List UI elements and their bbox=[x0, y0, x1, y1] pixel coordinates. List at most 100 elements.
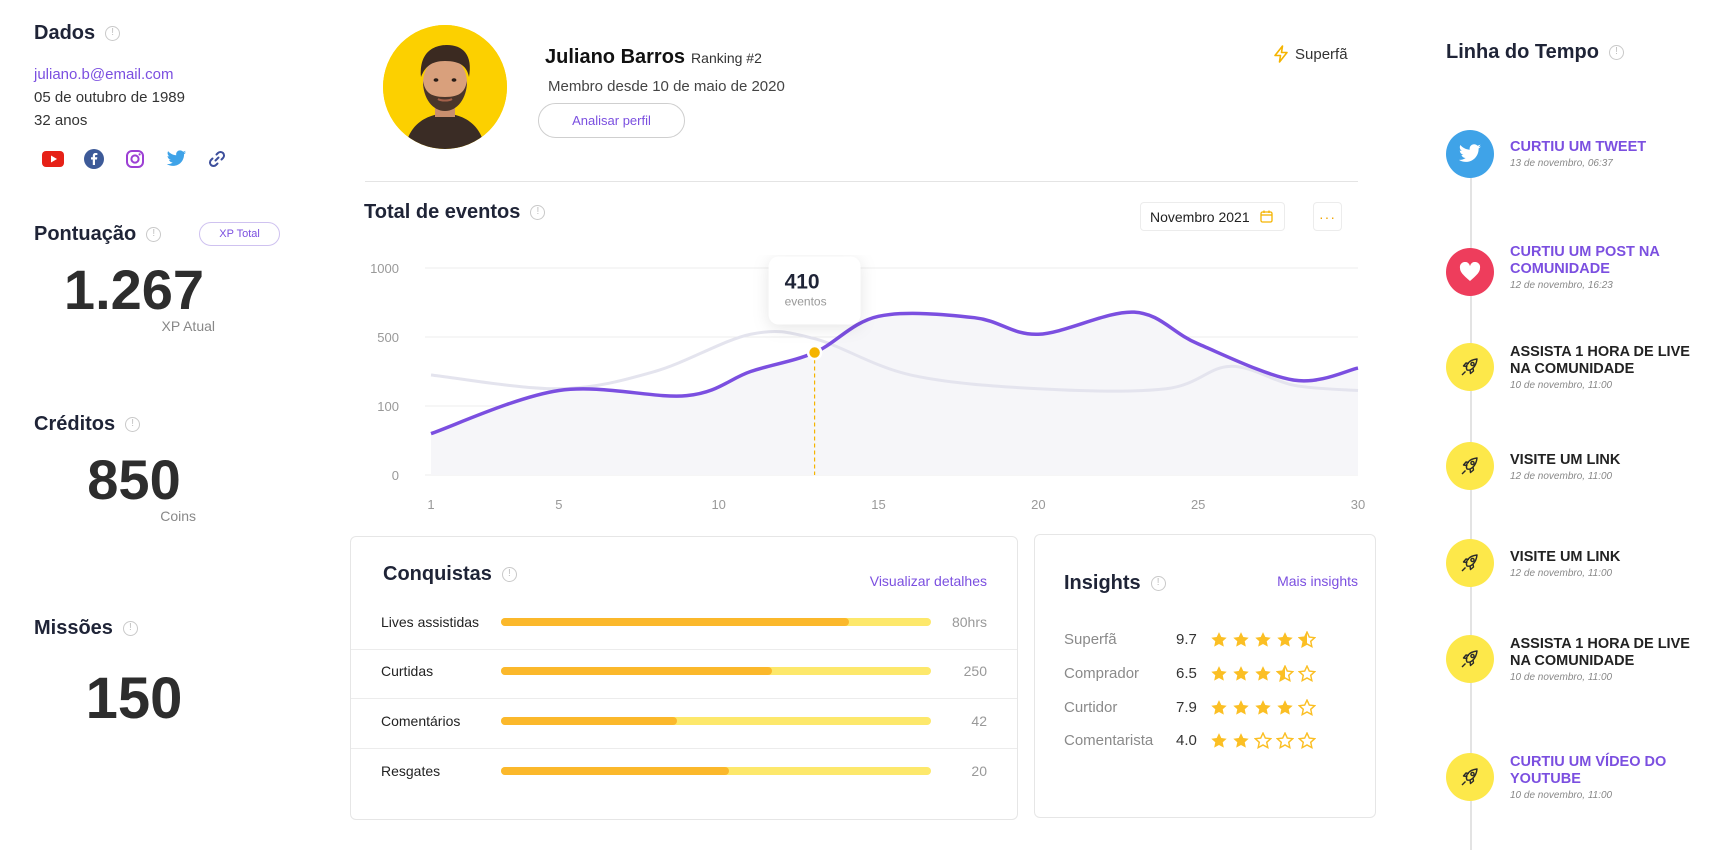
conquista-row: Comentários 42 bbox=[351, 694, 1017, 749]
conquistas-title: Conquistas bbox=[383, 563, 492, 585]
insight-row: Superfã 9.7 bbox=[1064, 627, 1364, 651]
timeline-item-date: 12 de novembro, 16:23 bbox=[1510, 280, 1613, 291]
star-rating bbox=[1210, 698, 1316, 716]
conquista-progress-fill bbox=[501, 618, 850, 626]
heart-icon bbox=[1446, 248, 1494, 296]
highlight-point[interactable] bbox=[806, 344, 823, 361]
email-link[interactable]: juliano.b@email.com bbox=[34, 66, 174, 83]
youtube-icon[interactable] bbox=[42, 148, 64, 170]
insights-card: Insights ! Mais insights Superfã 9.7 Compr… bbox=[1034, 534, 1376, 818]
more-options-button[interactable]: ··· bbox=[1313, 202, 1342, 231]
info-icon[interactable]: ! bbox=[122, 621, 138, 636]
twitter-icon bbox=[1446, 130, 1494, 178]
rocket-icon bbox=[1446, 442, 1494, 490]
timeline-item-date: 12 de novembro, 11:00 bbox=[1510, 471, 1613, 482]
xp-label: XP Atual bbox=[161, 318, 215, 334]
series-line-anterior bbox=[430, 329, 1359, 393]
credits-value: 850 bbox=[87, 448, 181, 511]
chart-tooltip: 410 eventos bbox=[768, 256, 861, 325]
creditos-title: Créditos bbox=[34, 413, 116, 435]
twitter-icon[interactable] bbox=[165, 148, 187, 170]
missions-value: 150 bbox=[85, 666, 183, 731]
timeline-item-date: 12 de novembro, 11:00 bbox=[1510, 568, 1613, 579]
timeline-item-title: VISITE UM LINK bbox=[1510, 452, 1621, 468]
x-tick-label: 5 bbox=[555, 497, 562, 512]
star-icon bbox=[1211, 732, 1227, 748]
insights-title: Insights bbox=[1064, 572, 1141, 594]
info-icon[interactable]: ! bbox=[530, 205, 546, 220]
social-links bbox=[42, 148, 294, 170]
chart-title-text: Total de eventos bbox=[364, 201, 521, 223]
avatar[interactable] bbox=[383, 25, 507, 149]
more-insights-link[interactable]: Mais insights bbox=[1277, 573, 1358, 589]
conquista-progress-fill bbox=[501, 667, 772, 675]
facebook-icon[interactable] bbox=[83, 148, 105, 170]
rocket-icon bbox=[1446, 539, 1494, 587]
conquista-label: Comentários bbox=[381, 713, 461, 729]
star-icon bbox=[1276, 731, 1294, 749]
instagram-icon[interactable] bbox=[124, 148, 146, 170]
info-icon[interactable]: ! bbox=[125, 417, 141, 432]
star-icon bbox=[1277, 631, 1293, 647]
timeline-item-title: ASSISTA 1 HORA DE LIVE NA COMUNIDADE bbox=[1510, 344, 1690, 377]
conquistas-heading: Conquistas ! bbox=[383, 563, 517, 586]
timeline-item-text: VISITE UM LINK 12 de novembro, 11:00 bbox=[1510, 452, 1710, 482]
conquista-progress-fill bbox=[501, 717, 678, 725]
info-icon[interactable]: ! bbox=[146, 226, 162, 242]
star-icon bbox=[1255, 631, 1271, 647]
star-rating bbox=[1210, 664, 1316, 682]
birth-date: 05 de outubro de 1989 bbox=[34, 89, 185, 106]
profile-name-text: Juliano Barros bbox=[545, 46, 686, 68]
xp-value: 1.267 bbox=[63, 258, 205, 321]
star-icon bbox=[1233, 665, 1249, 681]
month-select[interactable]: Novembro 2021 bbox=[1140, 202, 1285, 231]
star-icon bbox=[1277, 699, 1293, 715]
missoes-title: Missões bbox=[34, 617, 113, 639]
info-icon[interactable]: ! bbox=[1150, 576, 1166, 591]
link-icon[interactable] bbox=[206, 148, 228, 170]
conquista-label: Curtidas bbox=[381, 663, 434, 679]
timeline-item-text: VISITE UM LINK 12 de novembro, 11:00 bbox=[1510, 549, 1710, 579]
info-icon[interactable]: ! bbox=[105, 26, 121, 41]
rocket-icon bbox=[1446, 753, 1494, 801]
insight-row: Curtidor 7.9 bbox=[1064, 695, 1364, 719]
analyze-profile-button[interactable]: Analisar perfil bbox=[538, 103, 685, 138]
insight-label: Comprador bbox=[1064, 664, 1140, 682]
info-icon[interactable]: ! bbox=[1608, 45, 1624, 60]
x-tick-label: 25 bbox=[1191, 497, 1205, 512]
conquista-row: Curtidas 250 bbox=[351, 644, 1017, 699]
timeline-item-date: 10 de novembro, 11:00 bbox=[1510, 380, 1613, 391]
timeline-item-title: VISITE UM LINK bbox=[1510, 549, 1621, 565]
x-tick-label: 20 bbox=[1031, 497, 1045, 512]
conquista-label: Lives assistidas bbox=[381, 614, 480, 630]
timeline-item-date: 10 de novembro, 11:00 bbox=[1510, 672, 1613, 683]
creditos-heading: Créditos ! bbox=[34, 413, 294, 436]
dados-title: Dados bbox=[34, 22, 96, 44]
xp-total-pill[interactable]: XP Total bbox=[199, 222, 280, 246]
tooltip-value: 410 bbox=[785, 271, 820, 294]
star-icon bbox=[1255, 665, 1271, 681]
timeline-item-title: CURTIU UM POST NA COMUNIDADE bbox=[1510, 244, 1660, 277]
age: 32 anos bbox=[34, 112, 88, 129]
timeline-line bbox=[1470, 150, 1472, 850]
star-icon bbox=[1298, 664, 1316, 682]
rocket-icon bbox=[1446, 343, 1494, 391]
view-details-link[interactable]: Visualizar detalhes bbox=[869, 573, 987, 589]
info-icon[interactable]: ! bbox=[501, 567, 517, 582]
rocket-icon bbox=[1446, 635, 1494, 683]
calendar-icon bbox=[1259, 210, 1273, 223]
insight-row: Comentarista 4.0 bbox=[1064, 728, 1364, 752]
timeline-item-text: CURTIU UM TWEET 13 de novembro, 06:37 bbox=[1510, 139, 1710, 169]
conquista-value: 42 bbox=[971, 713, 987, 729]
superfan-badge[interactable]: Superfã bbox=[1273, 45, 1348, 63]
conquista-progress-track bbox=[501, 618, 931, 626]
profile-divider bbox=[365, 181, 1358, 182]
profile-rank: Ranking #2 bbox=[691, 50, 762, 66]
star-rating bbox=[1210, 731, 1316, 749]
conquista-row: Resgates 20 bbox=[351, 743, 1017, 798]
insight-label: Superfã bbox=[1064, 630, 1117, 648]
timeline-heading: Linha do Tempo ! bbox=[1446, 41, 1624, 64]
timeline-item-date: 13 de novembro, 06:37 bbox=[1510, 158, 1613, 169]
x-tick-label: 30 bbox=[1351, 497, 1365, 512]
